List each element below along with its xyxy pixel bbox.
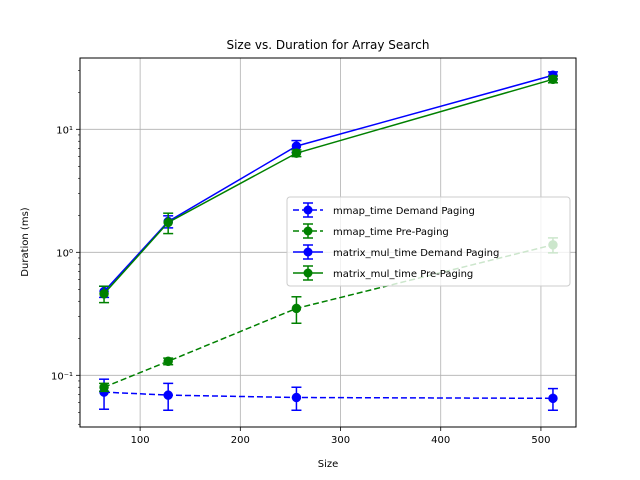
y-tick-label: 10⁰ <box>56 248 73 259</box>
series-4 <box>99 74 558 304</box>
y-tick-label: 10⁻¹ <box>51 371 73 382</box>
data-point <box>548 393 558 404</box>
legend-marker <box>303 247 313 257</box>
x-tick-label: 500 <box>531 435 550 446</box>
y-axis-label: Duration (ms) <box>20 207 31 276</box>
legend-label: mmap_time Pre-Paging <box>333 227 449 238</box>
series-line <box>103 74 554 293</box>
series-line <box>103 78 554 295</box>
series-group <box>99 70 558 411</box>
y-axis: 10⁻¹ 10⁰ 10¹ <box>51 70 80 425</box>
x-tick-label: 400 <box>431 435 450 446</box>
series-line <box>103 244 554 388</box>
legend-label: matrix_mul_time Demand Paging <box>333 248 499 259</box>
x-tick-label: 200 <box>231 435 250 446</box>
x-axis-label: Size <box>318 459 339 470</box>
data-point <box>291 303 302 314</box>
x-tick-label: 300 <box>331 435 350 446</box>
legend-marker <box>303 268 313 278</box>
data-point <box>99 382 109 392</box>
plot-frame <box>79 57 577 428</box>
data-point <box>99 289 109 299</box>
data-point <box>163 356 173 367</box>
legend-label: mmap_time Demand Paging <box>333 206 475 217</box>
legend-label: matrix_mul_time Pre-Paging <box>333 269 473 280</box>
data-point <box>291 392 302 403</box>
legend-box <box>286 196 571 287</box>
data-point <box>548 74 558 85</box>
data-point <box>163 217 173 228</box>
series-line <box>104 391 553 400</box>
y-tick-label: 10¹ <box>56 125 73 136</box>
series-1 <box>99 378 558 411</box>
data-point <box>163 390 173 400</box>
legend-marker <box>303 226 313 236</box>
legend-marker <box>303 205 313 215</box>
x-axis: 100 200 300 400 500 <box>131 427 550 446</box>
data-point <box>291 148 302 158</box>
chart-title: Size vs. Duration for Array Search <box>226 38 429 52</box>
legend: mmap_time Demand Paging mmap_time Pre-Pag… <box>286 196 571 287</box>
x-tick-label: 100 <box>131 435 150 446</box>
